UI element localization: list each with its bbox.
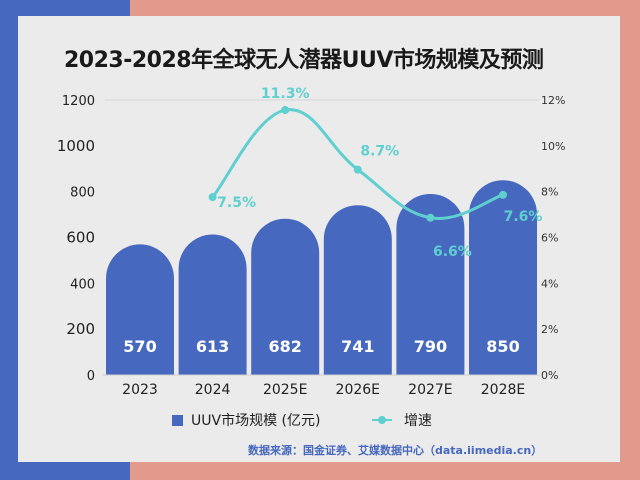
y-right-tick: 0% bbox=[541, 369, 558, 382]
background-accent bbox=[0, 0, 18, 480]
x-tick: 2028E bbox=[481, 382, 525, 398]
bar-value-label: 741 bbox=[341, 337, 374, 356]
y-right-tick: 8% bbox=[541, 186, 558, 199]
x-tick: 2026E bbox=[336, 382, 380, 398]
bar-value-label: 613 bbox=[196, 337, 229, 356]
y-left-tick: 0 bbox=[87, 369, 95, 384]
growth-label: 6.6% bbox=[433, 244, 472, 260]
growth-label: 11.3% bbox=[261, 86, 310, 102]
growth-label: 7.5% bbox=[217, 195, 256, 211]
x-tick: 2027E bbox=[408, 382, 452, 398]
bar-value-label: 850 bbox=[486, 337, 519, 356]
bar bbox=[251, 218, 320, 375]
legend-line-label: 增速 bbox=[404, 413, 432, 429]
background-accent bbox=[0, 462, 130, 480]
legend-bar: UUV市场规模 (亿元) bbox=[172, 410, 320, 430]
y-left-tick: 200 bbox=[66, 320, 95, 338]
y-left-tick: 1200 bbox=[62, 94, 95, 109]
legend-line-swatch bbox=[372, 416, 392, 424]
bar-value-label: 570 bbox=[123, 337, 156, 356]
y-right-tick: 2% bbox=[541, 323, 558, 336]
bar-value-label: 790 bbox=[414, 337, 447, 356]
bar bbox=[396, 193, 465, 375]
y-left-tick: 400 bbox=[70, 277, 95, 292]
x-tick: 2024 bbox=[195, 382, 231, 398]
background-accent bbox=[0, 0, 130, 16]
growth-line bbox=[211, 108, 504, 220]
growth-point bbox=[499, 190, 507, 199]
y-right-tick: 10% bbox=[541, 140, 565, 153]
y-right-tick: 12% bbox=[541, 94, 565, 107]
chart-title: 2023-2028年全球无人潜器UUV市场规模及预测 bbox=[64, 48, 544, 73]
bar-value-label: 682 bbox=[268, 337, 301, 356]
growth-point bbox=[281, 106, 290, 115]
legend-line: 增速 bbox=[372, 410, 432, 430]
y-right-tick: 6% bbox=[541, 232, 558, 245]
bar bbox=[106, 244, 174, 375]
growth-point bbox=[208, 193, 217, 202]
bar bbox=[469, 180, 537, 375]
y-left-tick: 800 bbox=[70, 186, 95, 201]
source-note: 数据来源：国金证券、艾媒数据中心（data.iimedia.cn） bbox=[248, 444, 543, 457]
bar bbox=[323, 205, 392, 375]
growth-label: 8.7% bbox=[360, 144, 399, 160]
legend-bar-label: UUV市场规模 (亿元) bbox=[191, 413, 321, 429]
x-tick: 2023 bbox=[122, 382, 158, 398]
bar bbox=[178, 234, 247, 375]
y-left-tick: 600 bbox=[66, 229, 95, 247]
growth-point bbox=[353, 165, 362, 174]
y-right-tick: 4% bbox=[541, 277, 558, 290]
x-tick: 2025E bbox=[263, 382, 307, 398]
legend-bar-swatch bbox=[172, 415, 183, 426]
growth-point bbox=[426, 213, 435, 222]
y-left-tick: 1000 bbox=[57, 137, 95, 155]
growth-label: 7.6% bbox=[504, 209, 543, 225]
